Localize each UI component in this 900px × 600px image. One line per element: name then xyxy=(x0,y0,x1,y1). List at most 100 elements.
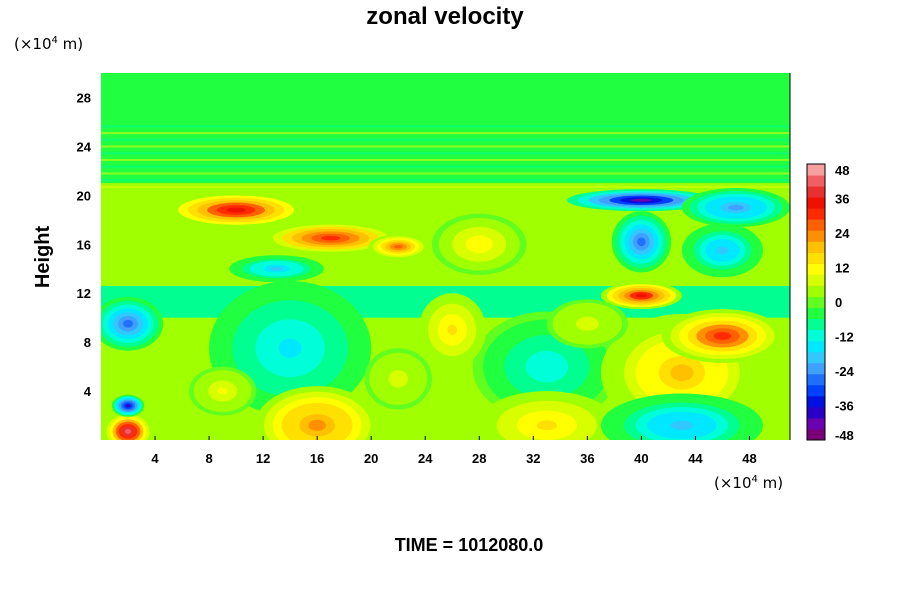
heatmap-contour xyxy=(630,198,653,202)
x-tick-label: 44 xyxy=(688,451,703,466)
y-tick-label: 4 xyxy=(84,384,92,399)
colorbar-tick-label: 24 xyxy=(835,226,850,241)
heatmap-plot xyxy=(101,73,790,440)
x-unit-exp: 4 xyxy=(752,474,758,485)
x-unit-suffix: m) xyxy=(758,474,783,492)
x-tick-label: 20 xyxy=(364,451,378,466)
colorbar-swatch xyxy=(807,340,825,353)
heatmap-stripe xyxy=(101,125,790,128)
y-tick-label: 20 xyxy=(77,188,91,203)
colorbar-swatch xyxy=(807,329,825,342)
colorbar-tick-label: -12 xyxy=(835,330,854,345)
colorbar-tick-label: -48 xyxy=(835,428,854,443)
heatmap-contour xyxy=(124,428,132,434)
colorbar-swatch xyxy=(807,186,825,198)
y-axis-label: Height xyxy=(32,226,54,289)
x-axis-unit: (×104 m) xyxy=(714,474,783,492)
heatmap-contour xyxy=(278,338,302,358)
heatmap-contour xyxy=(123,319,134,328)
x-axis-ticks: 4 8 12 16 20 24 28 32 36 40 44 48 xyxy=(151,436,757,466)
heatmap-contour xyxy=(670,364,694,382)
heatmap-stripe xyxy=(101,131,790,135)
y-unit-suffix: m) xyxy=(58,35,83,53)
heatmap-stripe xyxy=(101,172,790,175)
heatmap-contour xyxy=(635,293,648,298)
y-tick-label: 12 xyxy=(77,286,91,301)
colorbar-tick-label: 48 xyxy=(835,163,849,178)
colorbar-swatch xyxy=(807,428,825,441)
heatmap-contour xyxy=(728,204,744,211)
colorbar-ticks: 48 36 24 12 0 -12 -24 -36 -48 xyxy=(835,163,855,443)
heatmap-contour xyxy=(308,419,327,431)
x-tick-label: 48 xyxy=(742,451,756,466)
x-tick-label: 16 xyxy=(310,451,324,466)
colorbar-swatch xyxy=(807,285,825,297)
y-axis-unit: (×104 m) xyxy=(14,35,83,53)
colorbar-swatch xyxy=(807,395,825,408)
colorbar-swatch xyxy=(807,164,825,176)
heatmap-contour xyxy=(269,266,284,271)
colorbar-swatch xyxy=(807,230,825,242)
heatmap-contour xyxy=(125,404,131,408)
heatmap-contour xyxy=(581,320,594,328)
colorbar-tick-label: 36 xyxy=(835,192,849,207)
colorbar-swatch xyxy=(807,252,825,264)
colorbar-swatch xyxy=(807,175,825,187)
y-tick-label: 24 xyxy=(77,139,92,154)
x-tick-label: 24 xyxy=(418,451,433,466)
heatmap-contour xyxy=(536,358,558,375)
heatmap-contour xyxy=(393,374,404,384)
heatmap-contour xyxy=(637,237,646,247)
colorbar-swatch xyxy=(807,362,825,375)
y-unit-prefix: (×10 xyxy=(14,35,52,53)
colorbar-swatch xyxy=(807,373,825,386)
heatmap-contour xyxy=(536,420,557,431)
heatmap-field xyxy=(101,73,790,440)
y-tick-label: 16 xyxy=(77,237,91,252)
colorbar-swatch xyxy=(807,351,825,364)
heatmap-contour xyxy=(393,244,403,249)
heatmap-stripe xyxy=(101,138,790,141)
heatmap-stripe xyxy=(101,145,790,148)
heatmap-contour xyxy=(447,324,458,336)
heatmap-contour xyxy=(217,387,228,395)
x-tick-label: 8 xyxy=(205,451,212,466)
colorbar-swatch xyxy=(807,384,825,397)
colorbar-tick-label: 12 xyxy=(835,261,849,276)
colorbar-swatch xyxy=(807,406,825,419)
x-tick-label: 28 xyxy=(472,451,486,466)
x-tick-label: 40 xyxy=(634,451,648,466)
colorbar: 48 36 24 12 0 -12 -24 -36 -48 xyxy=(806,163,855,443)
x-tick-label: 32 xyxy=(526,451,540,466)
colorbar-swatch xyxy=(807,307,825,320)
y-tick-label: 8 xyxy=(84,335,91,350)
chart-title: zonal velocity xyxy=(366,3,524,30)
colorbar-swatch xyxy=(807,219,825,231)
heatmap-stripe xyxy=(101,185,790,188)
colorbar-tick-label: -24 xyxy=(835,364,855,379)
heatmap-stripe xyxy=(101,152,790,155)
x-tick-label: 36 xyxy=(580,451,594,466)
x-unit-prefix: (×10 xyxy=(714,474,752,492)
heatmap-contour xyxy=(670,420,694,430)
heatmap-contour xyxy=(226,207,246,213)
colorbar-swatch xyxy=(807,318,825,331)
colorbar-frame xyxy=(806,163,826,441)
y-axis-ticks: 4 8 12 16 20 24 28 xyxy=(77,90,92,399)
time-label: TIME = 1012080.0 xyxy=(395,535,544,555)
colorbar-swatches xyxy=(807,163,825,441)
heatmap-stripe xyxy=(101,165,790,168)
heatmap-contour xyxy=(713,332,732,340)
colorbar-swatch xyxy=(807,263,825,275)
colorbar-swatch xyxy=(807,208,825,220)
colorbar-swatch xyxy=(807,417,825,430)
colorbar-tick-label: -36 xyxy=(835,399,854,414)
heatmap-contour xyxy=(472,239,487,249)
y-unit-exp: 4 xyxy=(52,35,58,46)
colorbar-swatch xyxy=(807,296,825,309)
y-tick-label: 28 xyxy=(77,90,91,105)
heatmap-stripe xyxy=(101,158,790,162)
colorbar-swatch xyxy=(807,197,825,209)
colorbar-swatch xyxy=(807,274,825,286)
